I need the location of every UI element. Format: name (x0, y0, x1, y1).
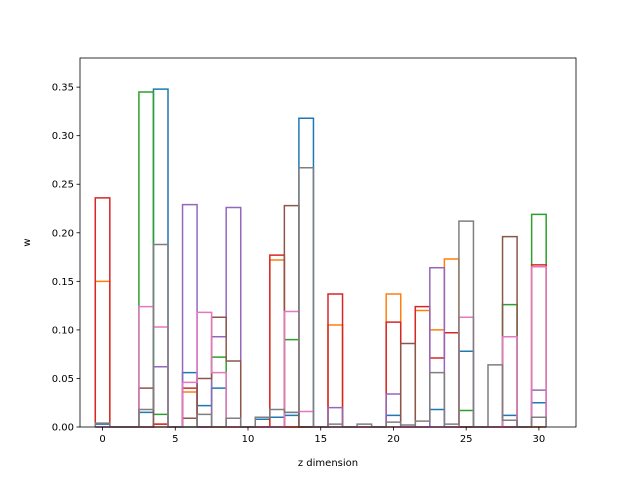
histogram-bin (386, 422, 401, 427)
histogram-bin (284, 412, 299, 427)
histogram-bin (503, 337, 518, 427)
y-tick-label: 0.05 (52, 374, 74, 385)
y-tick-label: 0.15 (52, 277, 74, 288)
y-tick-label: 0.35 (52, 83, 74, 94)
x-tick-label: 5 (172, 434, 178, 445)
histogram-bin (270, 255, 285, 427)
y-tick-label: 0.20 (52, 228, 74, 239)
x-tick-label: 0 (99, 434, 105, 445)
x-tick-label: 20 (387, 434, 400, 445)
x-tick-label: 10 (242, 434, 255, 445)
histogram-bin (328, 424, 343, 427)
histogram-bin (153, 244, 168, 427)
histogram-bin (197, 414, 212, 427)
histogram-bin (226, 361, 241, 427)
histogram-bin (532, 267, 547, 427)
histogram-bin (212, 373, 227, 427)
y-tick-label: 0.30 (52, 131, 74, 142)
x-tick-label: 30 (533, 434, 546, 445)
histogram-bin (299, 168, 314, 427)
histogram-bin (532, 417, 547, 427)
histogram-bin (284, 311, 299, 427)
histogram-bin (415, 307, 430, 427)
histogram-bin (95, 423, 110, 427)
histogram-bin (226, 418, 241, 427)
histogram-bin (95, 198, 110, 427)
x-tick-label: 25 (460, 434, 473, 445)
histogram-bin (183, 382, 198, 427)
y-tick-label: 0.25 (52, 180, 74, 191)
histogram-bin (357, 424, 372, 427)
histogram-bin (488, 365, 503, 427)
histogram-bin (197, 312, 212, 427)
x-axis: 0 5 10 15 20 25 30 (99, 427, 545, 445)
y-axis: 0.00 0.05 0.10 0.15 0.20 0.25 0.30 0.35 (52, 83, 80, 434)
x-tick-label: 15 (314, 434, 327, 445)
x-axis-label: z dimension (298, 458, 358, 469)
y-tick-label: 0.10 (52, 325, 74, 336)
histogram-bin (255, 417, 270, 427)
histogram-bin (444, 333, 459, 427)
histogram-bin (459, 221, 474, 427)
histogram-bin (270, 410, 285, 427)
axes-frame (79, 57, 577, 428)
histogram-bin (503, 420, 518, 427)
y-tick-label: 0.00 (52, 423, 74, 434)
y-axis-label: w (22, 238, 33, 246)
histogram-bin (444, 424, 459, 427)
histogram-bin (415, 421, 430, 427)
histogram-bin (401, 343, 416, 427)
histogram-bin (139, 410, 154, 427)
histogram-bin (430, 373, 445, 427)
